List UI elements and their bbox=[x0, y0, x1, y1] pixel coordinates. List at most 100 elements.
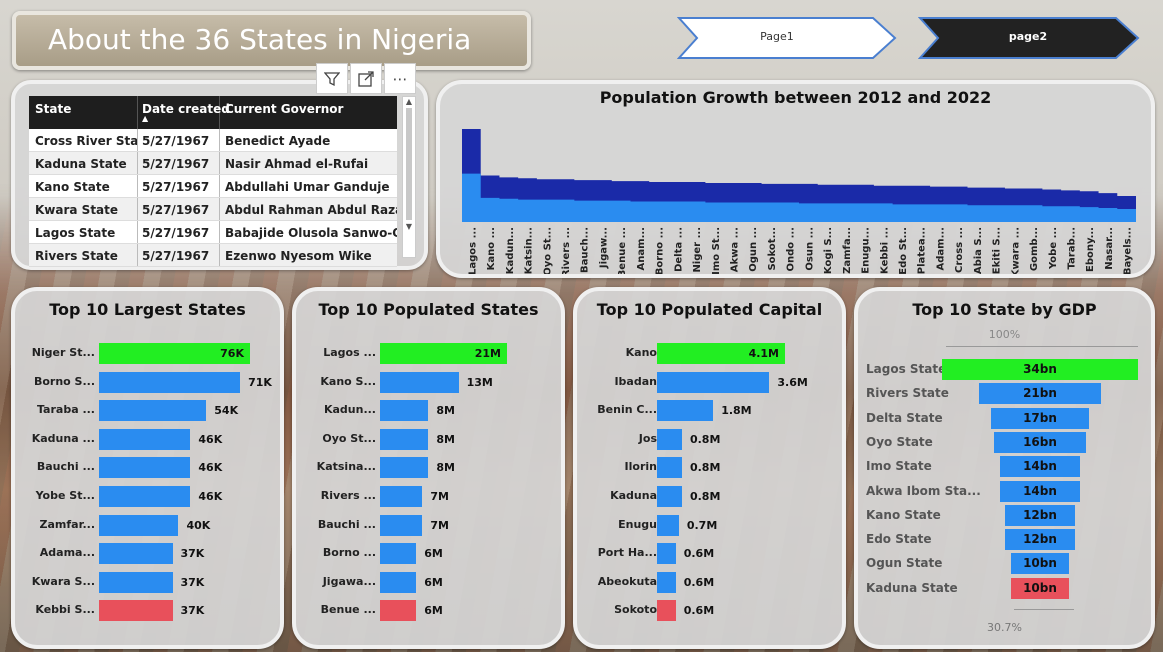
bar[interactable] bbox=[99, 600, 173, 622]
bar[interactable] bbox=[99, 486, 191, 507]
category-label: Delta State bbox=[866, 410, 943, 425]
bar[interactable] bbox=[657, 514, 679, 536]
funnel-bar[interactable]: 14bn bbox=[999, 480, 1081, 502]
funnel-bar[interactable]: 10bn bbox=[1011, 553, 1069, 575]
table-row[interactable]: Kaduna State 5/27/1967 Nasir Ahmad el-Rufa… bbox=[29, 152, 397, 175]
funnel-bar[interactable]: 17bn bbox=[991, 407, 1089, 429]
table-row[interactable]: Rivers State 5/27/1967 Ezenwo Nyesom Wike bbox=[29, 244, 397, 267]
table-cell: Kano State bbox=[29, 175, 138, 197]
funnel-bar[interactable]: 16bn bbox=[993, 431, 1087, 453]
area-series-1 bbox=[462, 173, 1136, 222]
category-label: Kaduna bbox=[610, 489, 657, 502]
bar[interactable] bbox=[99, 457, 191, 479]
largest-states-card: Top 10 Largest States Niger St... 76K Born… bbox=[11, 287, 284, 649]
scroll-up-icon[interactable]: ▲ bbox=[405, 97, 413, 106]
category-label: Ilorin bbox=[624, 460, 657, 474]
gdp-top-rule bbox=[946, 346, 1138, 347]
funnel-bar[interactable]: 21bn bbox=[979, 383, 1101, 405]
bar[interactable] bbox=[99, 371, 241, 393]
bar[interactable] bbox=[380, 543, 417, 565]
bar[interactable] bbox=[380, 486, 423, 507]
bar[interactable] bbox=[380, 428, 429, 450]
bar[interactable] bbox=[380, 600, 417, 622]
funnel-bar[interactable]: 12bn bbox=[1005, 529, 1075, 551]
gdp-title: Top 10 State by GDP bbox=[912, 300, 1097, 319]
page2-button[interactable]: page2 bbox=[918, 16, 1140, 60]
table-row[interactable]: Kano State 5/27/1967 Abdullahi Umar Ganduj… bbox=[29, 175, 397, 198]
data-label: 54K bbox=[214, 404, 239, 418]
funnel-bar[interactable]: 34bn bbox=[942, 359, 1138, 380]
table-cell: 5/27/1967 bbox=[138, 152, 220, 174]
scroll-thumb[interactable] bbox=[406, 108, 412, 220]
page1-button[interactable]: Page1 bbox=[677, 16, 897, 60]
bar[interactable] bbox=[657, 486, 682, 507]
category-label: Oyo State bbox=[866, 434, 933, 449]
table-row[interactable]: Kwara State 5/27/1967 Abdul Rahman Abdul R… bbox=[29, 198, 397, 221]
data-label: 7M bbox=[430, 490, 449, 503]
x-tick-label: Kebbi ... bbox=[879, 227, 890, 274]
category-label: Kadun... bbox=[323, 403, 376, 417]
scroll-down-icon[interactable]: ▼ bbox=[405, 222, 413, 231]
funnel-bar[interactable]: 10bn bbox=[1011, 577, 1069, 599]
funnel-bar[interactable]: 12bn bbox=[1005, 504, 1075, 526]
bar[interactable] bbox=[99, 400, 207, 422]
bar[interactable] bbox=[657, 457, 682, 479]
header-governor[interactable]: Current Governor bbox=[225, 102, 344, 116]
bar[interactable] bbox=[99, 543, 173, 565]
bar[interactable] bbox=[657, 600, 676, 622]
bar[interactable] bbox=[657, 371, 770, 393]
bar[interactable] bbox=[99, 343, 250, 364]
header-state[interactable]: State bbox=[29, 96, 138, 129]
bar[interactable] bbox=[99, 428, 191, 450]
data-label: 0.8M bbox=[689, 432, 721, 446]
table-cell: Lagos State bbox=[29, 221, 138, 243]
bar[interactable] bbox=[657, 343, 785, 364]
x-tick-label: Nasar... bbox=[1104, 227, 1115, 270]
table-cell: Kwara State bbox=[29, 198, 138, 220]
category-label: Jos bbox=[638, 431, 657, 445]
category-label: Imo State bbox=[866, 459, 932, 474]
bar[interactable] bbox=[380, 571, 417, 593]
data-label: 21M bbox=[474, 347, 501, 360]
x-tick-label: Bayels... bbox=[1123, 227, 1134, 274]
x-tick-label: Kadun... bbox=[505, 227, 516, 274]
table-row[interactable]: Lagos State 5/27/1967 Babajide Olusola San… bbox=[29, 221, 397, 244]
category-label: Kebbi S... bbox=[35, 603, 95, 617]
category-label: Taraba ... bbox=[36, 403, 95, 417]
bar[interactable] bbox=[657, 571, 676, 593]
bar[interactable] bbox=[657, 400, 714, 422]
data-label: 6M bbox=[424, 547, 443, 561]
populated-states-title: Top 10 Populated States bbox=[318, 300, 539, 319]
funnel-bar[interactable]: 14bn bbox=[999, 456, 1081, 478]
title-banner: About the 36 States in Nigeria bbox=[12, 11, 531, 70]
bar[interactable] bbox=[380, 514, 423, 536]
gdp-bottom-rule bbox=[1014, 609, 1074, 610]
category-label: Rivers State bbox=[866, 386, 949, 401]
bar[interactable] bbox=[99, 514, 179, 536]
category-label: Kaduna ... bbox=[31, 431, 95, 445]
more-options-icon[interactable]: ⋯ bbox=[384, 63, 416, 94]
data-label: 0.7M bbox=[686, 518, 718, 532]
x-tick-label: Ekiti S... bbox=[992, 227, 1003, 274]
x-tick-label: Jigaw... bbox=[598, 227, 609, 269]
table-cell: Cross River State bbox=[29, 129, 138, 151]
bar[interactable] bbox=[380, 371, 459, 393]
data-label: 0.8M bbox=[689, 490, 721, 503]
table-cell: Abdullahi Umar Ganduje bbox=[225, 180, 390, 194]
data-label: 8M bbox=[436, 432, 455, 446]
focus-mode-icon[interactable] bbox=[350, 63, 382, 94]
table-cell: Rivers State bbox=[29, 244, 138, 266]
x-tick-label: Osun ... bbox=[804, 227, 815, 271]
bar[interactable] bbox=[380, 400, 429, 422]
table-scrollbar[interactable]: ▲ ▼ bbox=[402, 96, 416, 258]
bar[interactable] bbox=[657, 543, 676, 565]
area-series-0 bbox=[462, 129, 1136, 222]
bar[interactable] bbox=[657, 428, 682, 450]
header-date-created[interactable]: Date created ▲ bbox=[138, 96, 230, 129]
bar[interactable] bbox=[99, 571, 173, 593]
bar[interactable] bbox=[380, 457, 429, 479]
filter-icon[interactable] bbox=[316, 63, 348, 94]
bar[interactable] bbox=[380, 343, 507, 364]
category-label: Kwara S... bbox=[31, 574, 95, 588]
